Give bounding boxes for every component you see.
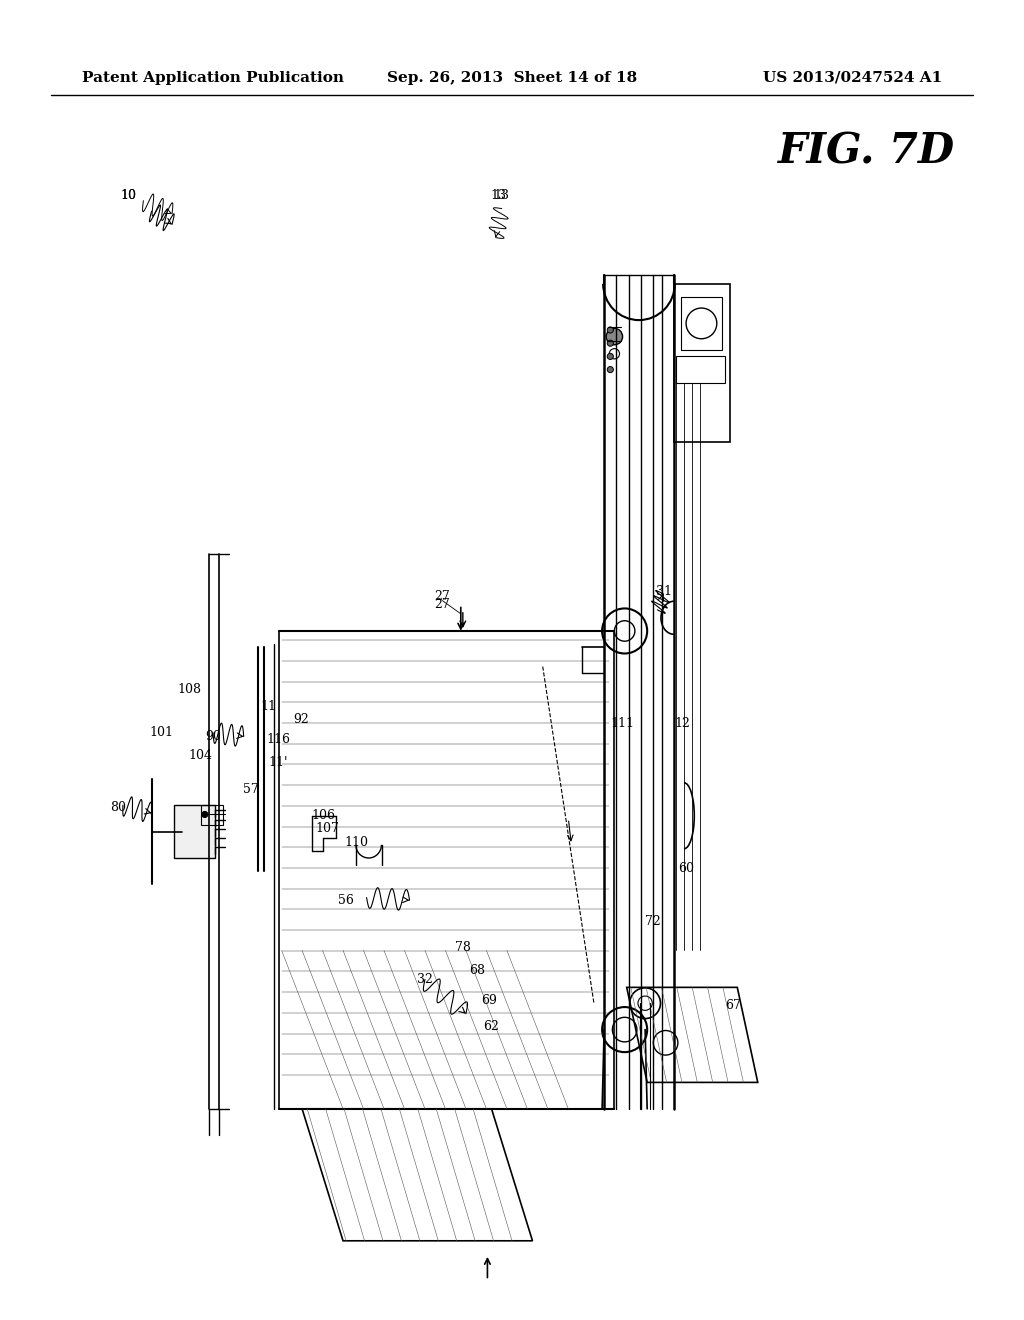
Text: 11: 11 — [260, 700, 276, 713]
Text: 111: 111 — [610, 717, 635, 730]
Text: FIG. 7D: FIG. 7D — [778, 131, 955, 173]
Circle shape — [202, 812, 208, 817]
Text: 106: 106 — [311, 809, 336, 822]
Text: 92: 92 — [293, 713, 309, 726]
Bar — [201, 805, 223, 825]
Text: 57: 57 — [243, 783, 259, 796]
Text: 72: 72 — [645, 915, 662, 928]
Circle shape — [607, 354, 613, 359]
Bar — [174, 805, 215, 858]
Bar — [681, 297, 722, 350]
Text: 56: 56 — [338, 894, 354, 907]
Text: 108: 108 — [177, 682, 202, 696]
Text: 60: 60 — [678, 862, 694, 875]
Text: 110: 110 — [344, 836, 369, 849]
Text: US 2013/0247524 A1: US 2013/0247524 A1 — [763, 71, 942, 84]
Text: 31: 31 — [655, 585, 672, 598]
Circle shape — [607, 341, 613, 346]
Text: 90: 90 — [205, 730, 221, 743]
Text: 10: 10 — [120, 189, 136, 202]
Text: 13: 13 — [494, 189, 510, 202]
Bar — [676, 356, 725, 383]
Text: 101: 101 — [150, 726, 174, 739]
Text: 68: 68 — [469, 964, 485, 977]
Text: 32: 32 — [417, 973, 433, 986]
Text: 104: 104 — [188, 748, 213, 762]
Text: 13: 13 — [490, 189, 507, 202]
Bar — [674, 284, 730, 442]
Text: 69: 69 — [481, 994, 498, 1007]
Text: Patent Application Publication: Patent Application Publication — [82, 71, 344, 84]
Circle shape — [607, 367, 613, 372]
Circle shape — [607, 327, 613, 333]
Text: Sep. 26, 2013  Sheet 14 of 18: Sep. 26, 2013 Sheet 14 of 18 — [387, 71, 637, 84]
Text: 62: 62 — [483, 1020, 500, 1034]
Text: 80: 80 — [110, 801, 126, 814]
Text: 12: 12 — [674, 717, 690, 730]
Text: 107: 107 — [315, 822, 340, 836]
Text: 11': 11' — [268, 756, 289, 770]
Text: 67: 67 — [725, 999, 741, 1012]
Text: 116: 116 — [266, 733, 291, 746]
Text: 10: 10 — [120, 189, 136, 202]
Text: 27: 27 — [434, 598, 451, 611]
Text: 78: 78 — [455, 941, 471, 954]
Text: 27: 27 — [434, 590, 451, 603]
Circle shape — [606, 329, 623, 345]
